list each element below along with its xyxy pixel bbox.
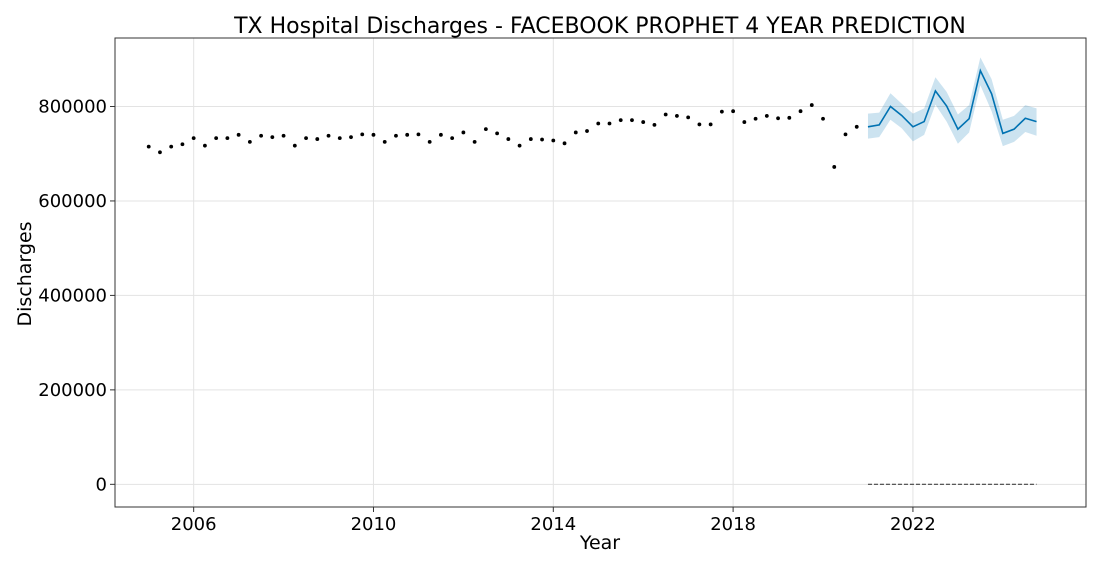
observed-point bbox=[450, 136, 455, 141]
y-tick-label: 600000 bbox=[38, 191, 107, 212]
observed-point bbox=[472, 140, 477, 144]
observed-point bbox=[236, 132, 241, 137]
observed-point bbox=[764, 114, 769, 118]
observed-point bbox=[607, 121, 612, 126]
observed-point bbox=[292, 143, 297, 148]
observed-point bbox=[203, 143, 207, 148]
observed-point bbox=[326, 133, 331, 138]
observed-point bbox=[169, 144, 174, 149]
y-axis-ticks: 0 200000 400000 600000 800000 bbox=[38, 96, 115, 495]
observed-points bbox=[146, 103, 859, 169]
observed-point bbox=[506, 137, 511, 141]
observed-point bbox=[382, 140, 387, 144]
observed-point bbox=[809, 103, 814, 107]
y-tick-label: 0 bbox=[96, 474, 107, 495]
observed-point bbox=[337, 136, 342, 141]
observed-point bbox=[214, 136, 219, 141]
observed-point bbox=[596, 121, 601, 126]
x-tick-label: 2014 bbox=[530, 514, 576, 535]
observed-point bbox=[146, 144, 151, 149]
observed-point bbox=[641, 120, 646, 124]
observed-point bbox=[281, 133, 286, 138]
observed-point bbox=[439, 132, 443, 137]
observed-point bbox=[742, 120, 747, 124]
observed-point bbox=[259, 133, 263, 138]
x-tick-label: 2006 bbox=[171, 514, 217, 535]
x-tick-label: 2022 bbox=[890, 514, 936, 535]
observed-point bbox=[573, 130, 578, 135]
observed-point bbox=[652, 123, 657, 127]
observed-point bbox=[270, 135, 275, 140]
x-tick-label: 2018 bbox=[710, 514, 756, 535]
observed-point bbox=[495, 131, 500, 136]
observed-point bbox=[618, 118, 623, 123]
observed-point bbox=[315, 137, 320, 141]
observed-point bbox=[349, 135, 353, 140]
observed-point bbox=[562, 141, 567, 146]
y-tick-label: 200000 bbox=[38, 380, 107, 401]
observed-point bbox=[158, 150, 162, 155]
observed-point bbox=[854, 124, 859, 129]
observed-point bbox=[416, 132, 421, 137]
observed-point bbox=[697, 122, 702, 127]
observed-point bbox=[371, 132, 376, 137]
observed-point bbox=[540, 137, 544, 142]
observed-point bbox=[394, 133, 398, 138]
observed-point bbox=[225, 136, 230, 141]
observed-point bbox=[719, 109, 724, 114]
x-tick-label: 2010 bbox=[351, 514, 397, 535]
observed-point bbox=[483, 127, 488, 132]
observed-point bbox=[731, 109, 736, 114]
observed-point bbox=[360, 132, 365, 137]
y-axis-label: Discharges bbox=[14, 221, 36, 326]
y-tick-label: 800000 bbox=[38, 96, 107, 117]
observed-point bbox=[708, 122, 713, 127]
observed-point bbox=[832, 165, 837, 169]
observed-point bbox=[247, 140, 252, 144]
observed-point bbox=[821, 116, 825, 121]
observed-point bbox=[787, 115, 792, 120]
observed-point bbox=[304, 136, 308, 141]
x-axis-label: Year bbox=[579, 532, 620, 554]
observed-point bbox=[180, 142, 185, 147]
observed-point bbox=[663, 112, 668, 117]
observed-point bbox=[461, 130, 466, 135]
observed-point bbox=[528, 137, 533, 141]
observed-point bbox=[843, 132, 848, 137]
forecast-line bbox=[867, 68, 1037, 135]
observed-point bbox=[753, 116, 758, 121]
observed-point bbox=[517, 143, 522, 148]
observed-point bbox=[630, 118, 634, 123]
observed-point bbox=[798, 109, 803, 114]
x-axis-ticks: 2006 2010 2014 2018 2022 bbox=[171, 507, 936, 535]
observed-point bbox=[776, 116, 780, 121]
grid-lines bbox=[115, 38, 1086, 507]
observed-point bbox=[585, 129, 589, 133]
observed-point bbox=[427, 140, 432, 144]
observed-point bbox=[686, 115, 691, 120]
plot-frame bbox=[114, 37, 1087, 508]
observed-point bbox=[405, 132, 410, 137]
observed-point bbox=[675, 114, 679, 118]
y-tick-label: 400000 bbox=[38, 285, 107, 306]
chart-title: TX Hospital Discharges - FACEBOOK PROPHE… bbox=[233, 14, 966, 39]
observed-point bbox=[191, 136, 196, 141]
observed-point bbox=[551, 138, 556, 143]
